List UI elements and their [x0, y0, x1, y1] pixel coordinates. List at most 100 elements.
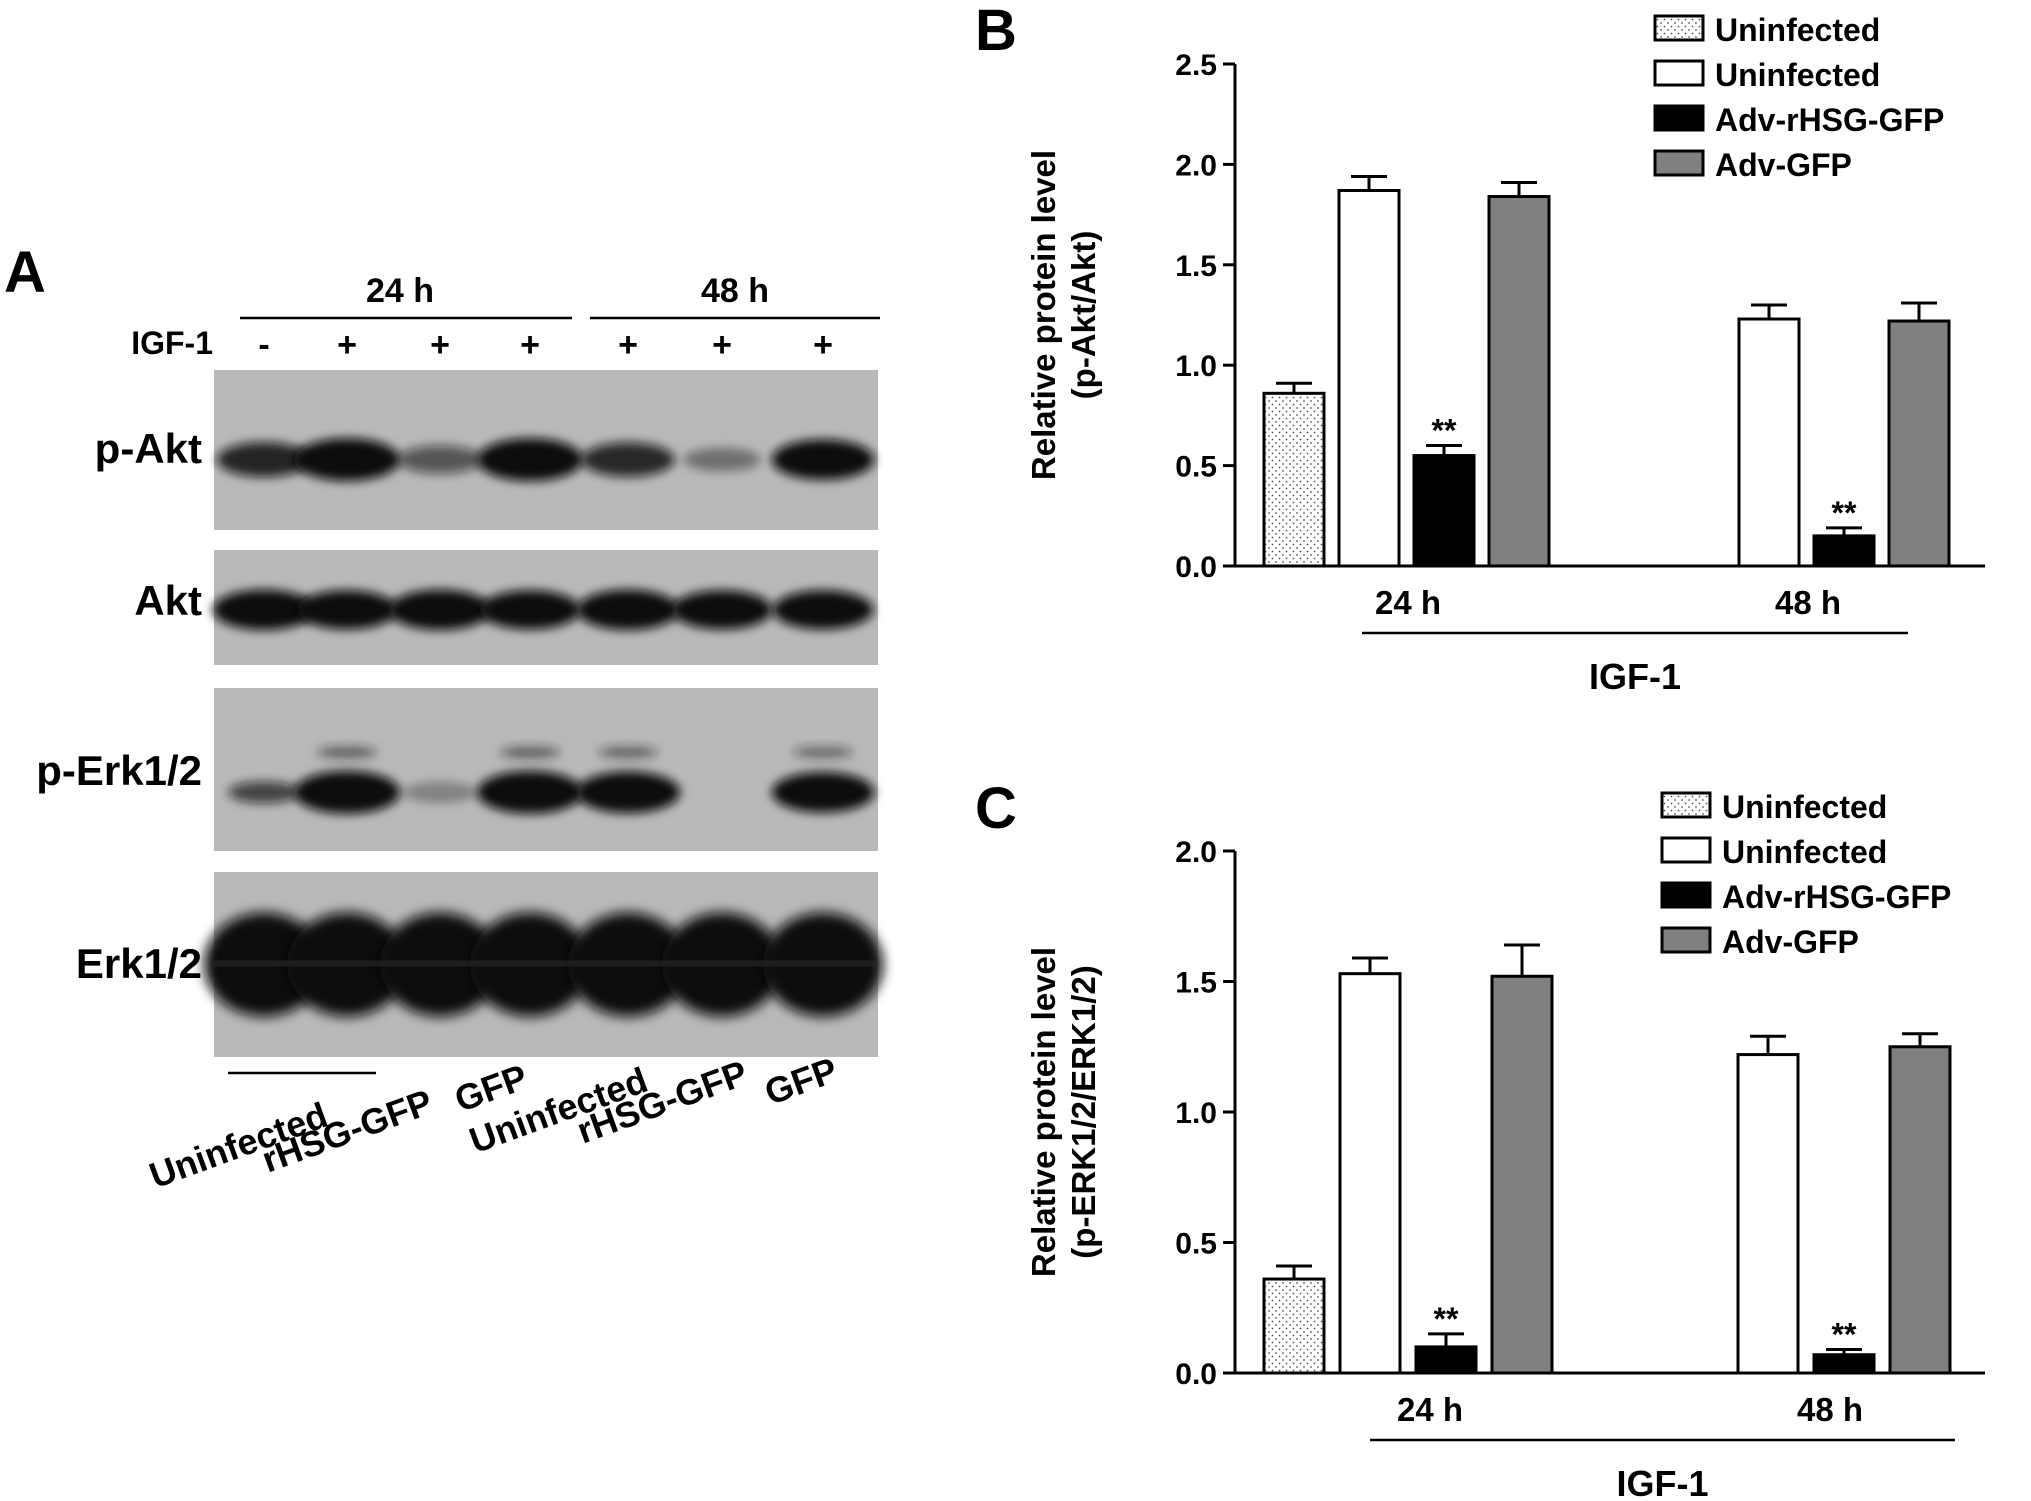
- x-axis-label: IGF-1: [1589, 656, 1681, 697]
- blot-band-upper: [793, 746, 853, 759]
- legend-swatch: [1653, 59, 1705, 87]
- significance-annotation: **: [1832, 1317, 1857, 1353]
- y-tick-label: 1.0: [1175, 1097, 1217, 1130]
- blot-band-gap: [214, 960, 878, 967]
- bar-adv-rhsg-gfp-48-h: [1812, 534, 1876, 568]
- blot-band: [575, 771, 681, 814]
- x-tick-label: 48 h: [1775, 584, 1841, 621]
- blot-band: [296, 590, 398, 630]
- bar-adv-rhsg-gfp-24-h: [1412, 454, 1476, 568]
- blot-band: [771, 772, 875, 813]
- legend-swatch: [1660, 791, 1712, 819]
- y-axis-label: Relative protein level: [1025, 150, 1062, 480]
- legend-label: Adv-GFP: [1715, 147, 1852, 183]
- y-tick-label: 2.5: [1175, 49, 1217, 82]
- blot-band: [671, 590, 773, 630]
- blot-band: [293, 438, 401, 481]
- time-label-24h: 24 h: [366, 272, 434, 310]
- blot-row-label: Akt: [134, 577, 202, 624]
- panel-a-western-blot: A 24 h 48 h IGF-1 - + + + + + + p-Akt Akt p-Erk1…: [4, 240, 883, 1196]
- blot-band: [771, 439, 875, 480]
- significance-annotation: **: [1434, 1301, 1459, 1337]
- legend-label: Adv-rHSG-GFP: [1715, 102, 1944, 138]
- blot-band: [581, 442, 675, 477]
- bar-adv-gfp-24-h: [1487, 195, 1551, 568]
- blot-band: [403, 781, 477, 803]
- bar-adv-gfp-48-h: [1888, 1045, 1952, 1375]
- panel-letter-b: B: [975, 0, 1017, 63]
- y-tick-label: 0.0: [1175, 551, 1217, 584]
- legend-swatch: [1660, 881, 1712, 909]
- treatment-sign: -: [258, 326, 269, 364]
- blot-band: [479, 590, 581, 630]
- significance-annotation: **: [1432, 413, 1457, 449]
- bar-uninfected-48-h: [1737, 317, 1801, 568]
- treatment-sign: +: [813, 326, 833, 364]
- blot-band: [228, 781, 300, 804]
- blot-band: [293, 770, 401, 814]
- x-axis-label: IGF-1: [1616, 1463, 1708, 1501]
- y-axis-label: Relative protein level: [1025, 947, 1062, 1277]
- legend-label: Uninfected: [1715, 12, 1880, 48]
- blot-band: [476, 770, 584, 814]
- legend-label: Uninfected: [1722, 834, 1887, 870]
- legend-swatch: [1653, 14, 1705, 42]
- legend-swatch: [1660, 836, 1712, 864]
- blot-band: [576, 589, 680, 630]
- blot-background: [214, 688, 878, 851]
- time-label-48h: 48 h: [701, 272, 769, 310]
- blot-row-label: p-Erk1/2: [36, 747, 202, 794]
- blot-row-labels: p-Akt Akt p-Erk1/2 Erk1/2: [36, 425, 202, 987]
- y-tick-label: 0.5: [1175, 1228, 1217, 1261]
- bar-uninfected-24-h: [1262, 1277, 1326, 1375]
- blot-p-akt: [214, 370, 878, 530]
- blot-band: [683, 447, 761, 472]
- blot-p-erk1-2: [214, 688, 878, 851]
- treatment-sign: +: [337, 326, 357, 364]
- blot-strips: [204, 370, 883, 1057]
- legend-label: Uninfected: [1715, 57, 1880, 93]
- y-axis-label: (p-Akt/Akt): [1065, 231, 1102, 400]
- y-tick-label: 0.0: [1175, 1358, 1217, 1391]
- legend-swatch: [1653, 149, 1705, 177]
- y-tick-label: 2.0: [1175, 836, 1217, 869]
- legend-swatch: [1660, 926, 1712, 954]
- blot-row-label: Erk1/2: [76, 940, 202, 987]
- treatment-sign: +: [618, 326, 638, 364]
- blot-band-upper: [500, 746, 560, 759]
- blot-akt: [212, 550, 878, 665]
- blot-band-upper: [598, 746, 658, 759]
- bar-uninfected-24-h: [1337, 189, 1401, 568]
- legend-label: Adv-rHSG-GFP: [1722, 879, 1951, 915]
- bar-uninfected-48-h: [1736, 1053, 1800, 1375]
- blot-band-upper: [317, 746, 377, 759]
- legend-swatch: [1653, 104, 1705, 132]
- bar-adv-gfp-24-h: [1490, 974, 1554, 1375]
- bar-uninfected-24-h: [1262, 391, 1326, 568]
- x-tick-label: 24 h: [1375, 584, 1441, 621]
- y-tick-label: 1.0: [1175, 350, 1217, 383]
- blot-band: [216, 442, 312, 478]
- blot-row-label: p-Akt: [95, 425, 202, 472]
- legend-label: Adv-GFP: [1722, 924, 1859, 960]
- blot-erk1-2: [204, 872, 883, 1057]
- treatment-label: IGF-1: [131, 325, 213, 361]
- significance-annotation: **: [1832, 495, 1857, 531]
- y-tick-label: 2.0: [1175, 149, 1217, 182]
- panel-c-chart: C 0.0 0.5 1.0 1.5 2.0 Relative protein level(…: [975, 776, 1985, 1501]
- legend-label: Uninfected: [1722, 789, 1887, 825]
- blot-band: [476, 438, 584, 481]
- blot-band: [388, 589, 492, 630]
- bar-adv-rhsg-gfp-24-h: [1414, 1345, 1478, 1375]
- panel-b-chart: B 0.0 0.5 1.0 1.5 2.0 2.5 Relative protein lev…: [975, 0, 1985, 697]
- lane-label: GFP: [759, 1049, 843, 1113]
- panel-letter-a: A: [4, 240, 46, 305]
- bar-uninfected-24-h: [1338, 972, 1402, 1375]
- treatment-signs: - + + + + + +: [258, 326, 833, 364]
- blot-band: [397, 445, 483, 474]
- y-tick-label: 1.5: [1175, 250, 1217, 283]
- bar-adv-rhsg-gfp-48-h: [1812, 1353, 1876, 1375]
- bar-adv-gfp-48-h: [1887, 319, 1951, 568]
- blot-band: [212, 589, 316, 630]
